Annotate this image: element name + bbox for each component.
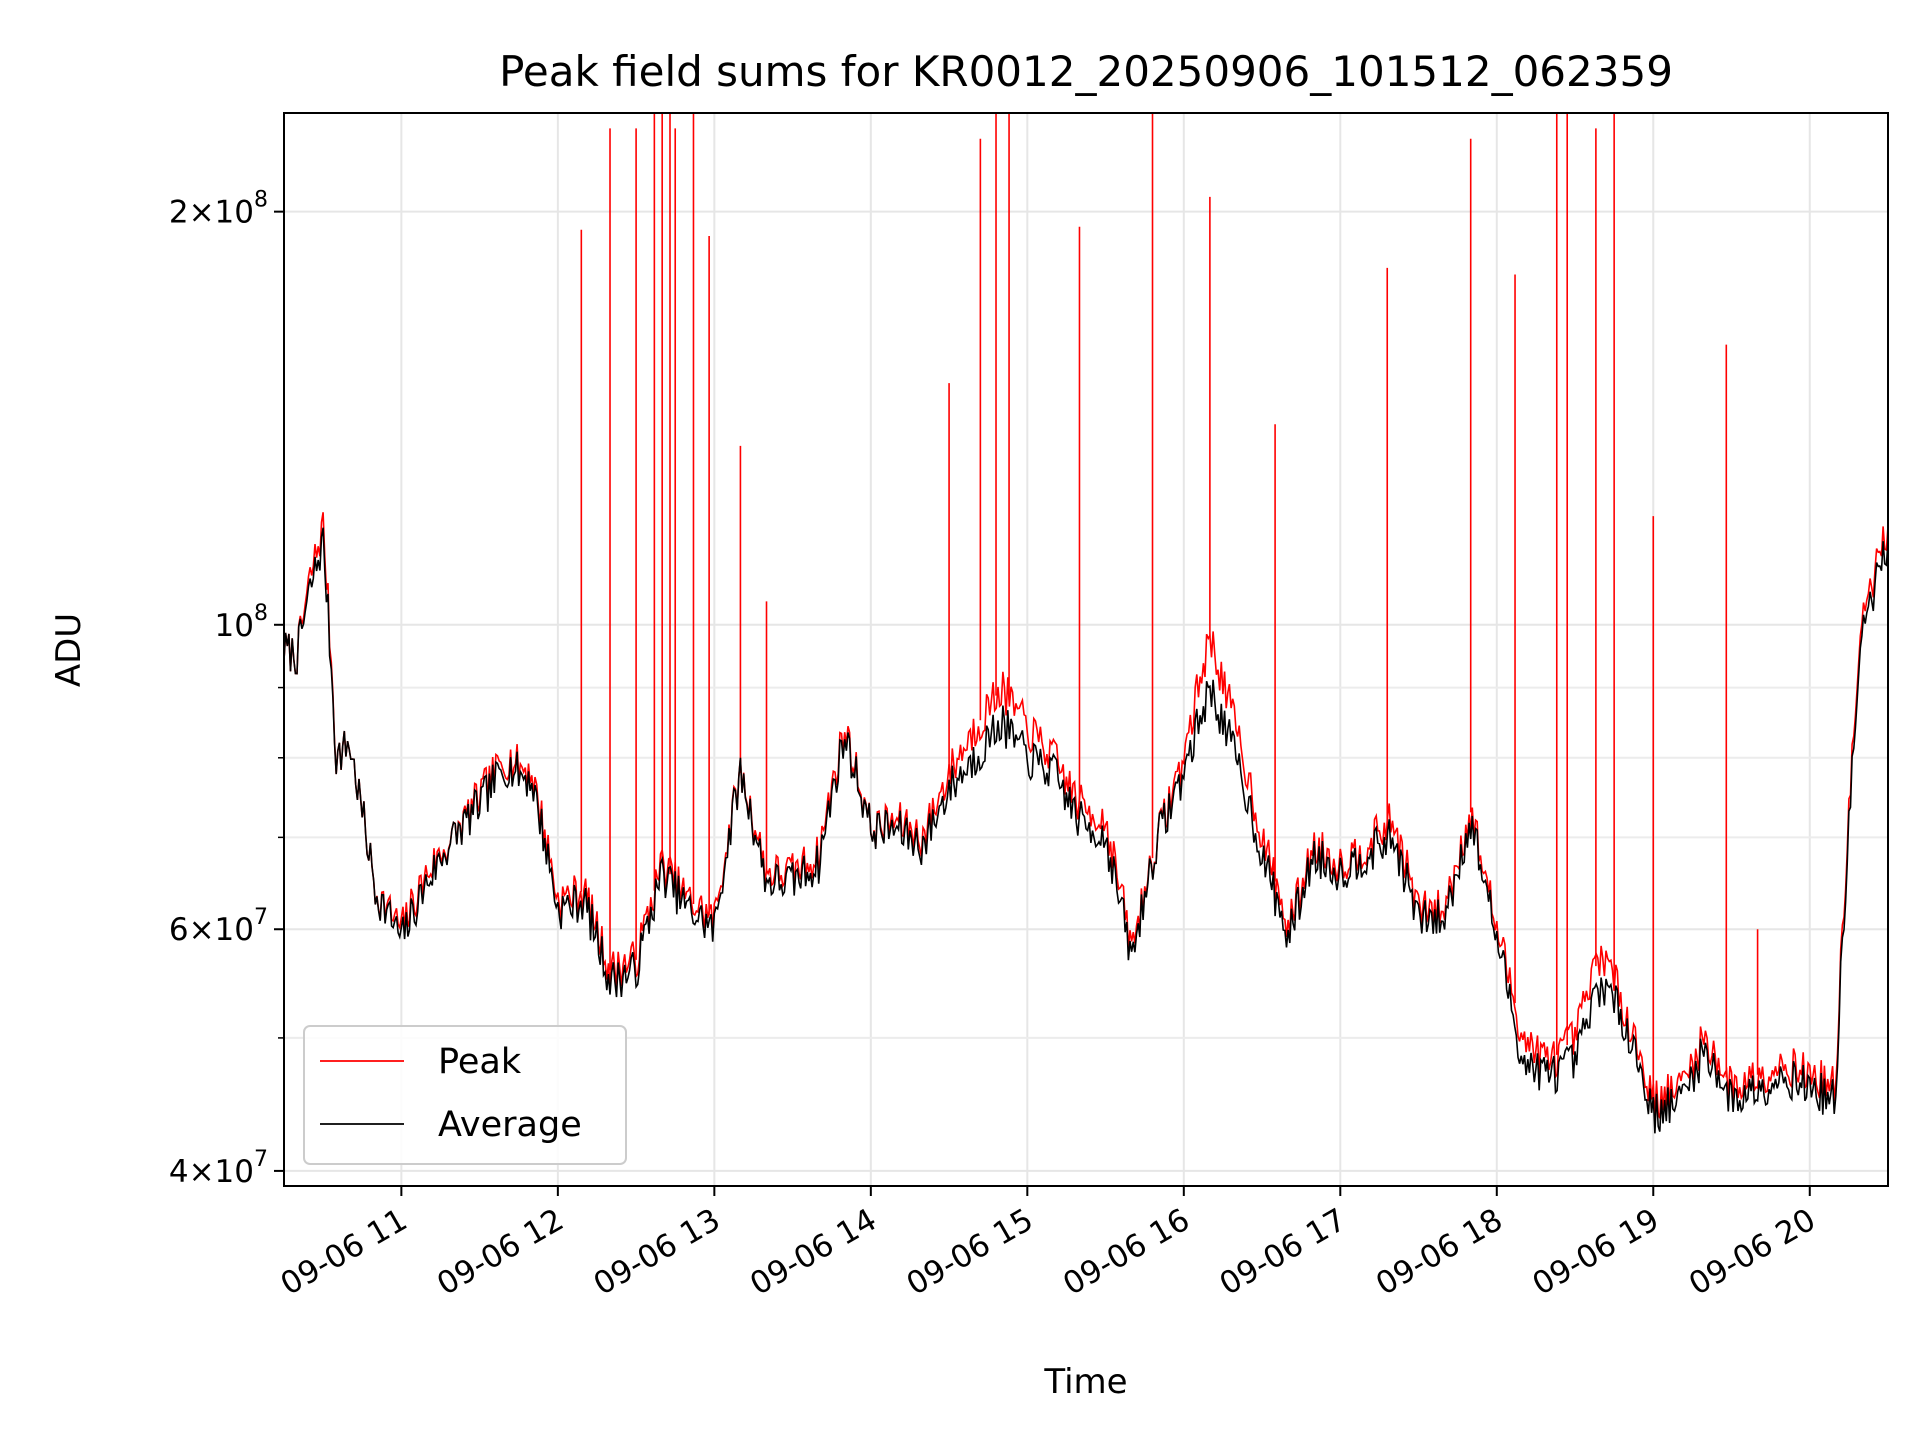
- y-tick-mantissa: 2: [169, 195, 189, 231]
- plot-area: [284, 113, 1888, 1186]
- series-layer: [284, 113, 1888, 1134]
- y-tick-mantissa: 6: [169, 912, 189, 948]
- y-tick-exponent: 8: [254, 188, 268, 213]
- y-tick-label: 4×107: [169, 1147, 268, 1190]
- y-axis-label: ADU: [49, 613, 89, 687]
- y-tick-exponent: 8: [254, 601, 268, 626]
- y-tick-base: 10: [215, 608, 254, 644]
- plot-frame: [283, 112, 1889, 1187]
- y-tick-label: 2×108: [169, 188, 268, 231]
- legend-label-average: Average: [438, 1105, 582, 1145]
- y-tick-label: 6×107: [169, 905, 268, 948]
- y-tick-times: ×: [189, 1154, 215, 1190]
- series-line-average: [284, 527, 1888, 1134]
- y-tick-times: ×: [189, 912, 215, 948]
- y-tick-mantissa: 4: [169, 1154, 189, 1190]
- chart-title: Peak field sums for KR0012_20250906_1015…: [499, 47, 1673, 96]
- series-line-peak: [284, 512, 1888, 1121]
- y-tick-times: ×: [189, 195, 215, 231]
- legend-label-peak: Peak: [438, 1042, 522, 1082]
- y-tick-exponent: 7: [254, 905, 268, 930]
- y-tick-base: 10: [215, 195, 254, 231]
- grid: [284, 113, 1888, 1186]
- y-tick-base: 10: [215, 912, 254, 948]
- x-axis-label: Time: [1043, 1362, 1127, 1402]
- y-tick-label: 108: [215, 601, 268, 644]
- legend: Peak Average: [303, 1025, 627, 1165]
- y-tick-exponent: 7: [254, 1147, 268, 1172]
- y-tick-base: 10: [215, 1154, 254, 1190]
